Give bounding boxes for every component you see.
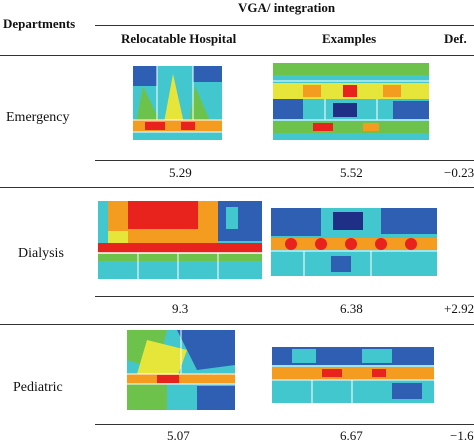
vga-plan-emergency-example [273, 63, 429, 140]
vga-plan-pediatric-example [272, 347, 434, 403]
value-dialysis-def: +2.92 [444, 301, 474, 316]
value-emergency-relocatable: 5.29 [169, 165, 192, 180]
row1-divider [95, 160, 474, 161]
row2-bottom-rule [0, 324, 474, 325]
department-label-dialysis: Dialysis [18, 246, 64, 261]
value-pediatric-relocatable: 5.07 [167, 428, 190, 443]
def-header: Def. [444, 31, 467, 46]
vga-integration-header: VGA/ integration [238, 0, 336, 15]
vga-plan-pediatric-relocatable [127, 330, 235, 410]
value-dialysis-examples: 6.38 [340, 301, 363, 316]
department-label-pediatric: Pediatric [13, 380, 63, 395]
row3-divider [95, 424, 474, 425]
vga-plan-emergency-relocatable [133, 66, 222, 140]
departments-header: Departments [3, 16, 76, 31]
value-pediatric-examples: 6.67 [340, 428, 363, 443]
header-group-rule [95, 25, 474, 26]
value-pediatric-def: −1.6 [450, 428, 474, 443]
value-emergency-examples: 5.52 [340, 165, 363, 180]
value-dialysis-relocatable: 9.3 [172, 301, 189, 316]
examples-header: Examples [322, 31, 377, 46]
row1-bottom-rule [0, 187, 474, 188]
department-label-emergency: Emergency [6, 110, 70, 125]
row2-divider [95, 296, 474, 297]
header-bottom-rule [0, 55, 474, 56]
vga-plan-dialysis-relocatable [98, 201, 262, 279]
relocatable-hospital-header: Relocatable Hospital [121, 31, 237, 46]
vga-plan-dialysis-example [271, 208, 437, 276]
value-emergency-def: −0.23 [444, 165, 474, 180]
